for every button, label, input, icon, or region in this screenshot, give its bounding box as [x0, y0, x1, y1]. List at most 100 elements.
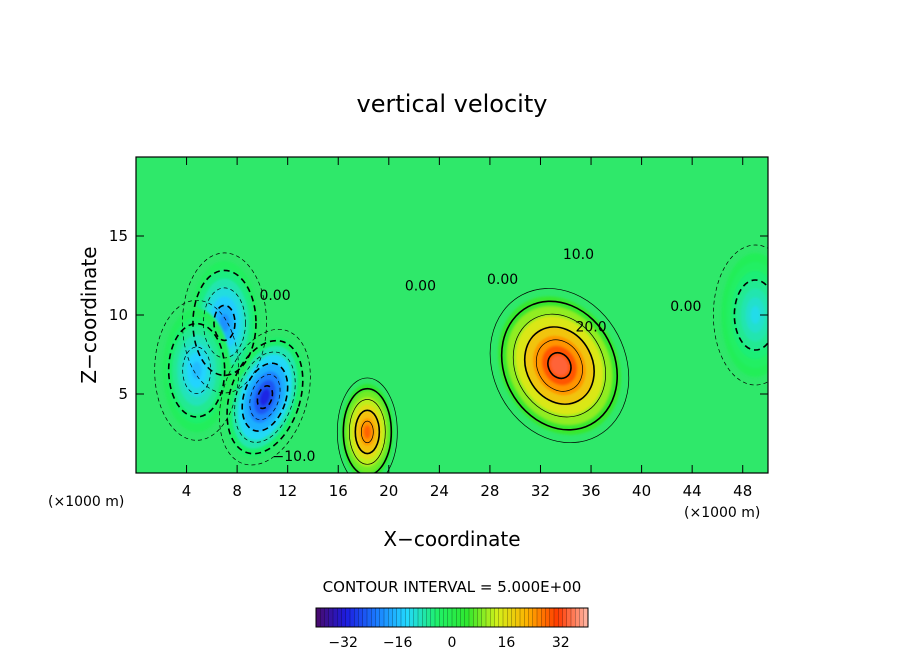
- colorbar-cell: [515, 608, 521, 627]
- colorbar-cell: [333, 608, 338, 627]
- contour-level: [354, 409, 381, 455]
- colorbar-tick-label: −32: [328, 635, 358, 651]
- x-tick-label: 28: [480, 482, 499, 500]
- x-tick-label: 12: [278, 482, 297, 500]
- updraft-blob: [341, 383, 394, 473]
- contour-level: [523, 326, 595, 405]
- colorbar-cell: [464, 608, 470, 627]
- colorbar-cell: [443, 608, 449, 627]
- contour-level: [213, 304, 236, 342]
- contour-level: [192, 269, 257, 377]
- x-tick-label: 20: [379, 482, 398, 500]
- contour-level: [226, 339, 304, 455]
- contour-level: [256, 385, 274, 410]
- colorbar-cell: [405, 608, 410, 627]
- colorbar-cell: [575, 608, 580, 627]
- colorbar-ticks: −32 −16 0 16 32: [328, 635, 569, 651]
- colorbar: −32 −16 0 16 32: [315, 607, 589, 651]
- x-unit-right: (×1000 m): [684, 505, 760, 521]
- x-axis-label: X−coordinate: [383, 527, 520, 551]
- contour-label: 20.0: [575, 320, 606, 336]
- x-tick-label: 16: [329, 482, 348, 500]
- contour-interval-note: CONTOUR INTERVAL = 5.000E+00: [323, 578, 582, 596]
- colorbar-cell: [456, 608, 461, 627]
- x-tick-label: 8: [232, 482, 242, 500]
- colorbar-cell: [418, 608, 423, 627]
- colorbar-cell: [571, 608, 576, 627]
- colorbar-cell: [409, 608, 415, 627]
- colorbar-cell: [324, 608, 330, 627]
- field-level: [550, 355, 569, 376]
- x-tick-label: 32: [531, 482, 550, 500]
- colorbar-cell: [426, 608, 432, 627]
- colorbar-cell: [566, 608, 572, 627]
- colorbar-cell: [452, 608, 457, 627]
- field-level: [750, 306, 761, 324]
- colorbar-cell: [379, 608, 385, 627]
- contour-label: 10.0: [563, 247, 594, 263]
- field-level: [259, 388, 271, 406]
- colorbar-cell: [447, 608, 453, 627]
- contour-level: [167, 322, 226, 418]
- colorbar-cell: [367, 608, 372, 627]
- contour-level: [360, 420, 374, 444]
- colorbar-cell: [422, 608, 427, 627]
- colorbar-cell: [350, 608, 355, 627]
- colorbar-cell: [532, 608, 538, 627]
- contour-level: [535, 339, 583, 392]
- colorbar-cell: [435, 608, 440, 627]
- contour-level: [348, 399, 386, 465]
- x-tick-label: 4: [182, 482, 192, 500]
- y-axis: 5 10 15: [109, 227, 768, 403]
- colorbar-cell: [524, 608, 529, 627]
- colorbar-cell: [545, 608, 551, 627]
- contour-level: [182, 346, 212, 394]
- contour-level: [342, 387, 393, 473]
- colorbar-cell: [494, 608, 500, 627]
- field-level: [191, 361, 202, 380]
- colorbar-cell: [549, 608, 555, 627]
- downdraft-blob: [721, 253, 768, 377]
- colorbar-cell: [537, 608, 542, 627]
- colorbar-cell: [316, 608, 321, 627]
- colorbar-cell: [473, 608, 478, 627]
- colorbar-tick-label: −16: [383, 635, 413, 651]
- y-axis-label: Z−coordinate: [77, 246, 101, 383]
- colorbar-cell: [358, 608, 364, 627]
- colorbar-cell: [511, 608, 517, 627]
- plot-area: 10.020.00.000.00 0.000.00−10.0 4 8 12 16 20 24…: [109, 156, 769, 500]
- colorbar-cell: [341, 608, 347, 627]
- colorbar-cell: [490, 608, 495, 627]
- contour-level: [219, 328, 311, 466]
- colorbar-cell: [481, 608, 487, 627]
- colorbar-cell: [528, 608, 534, 627]
- contour-level: [489, 288, 630, 444]
- contour-label: 0.00: [405, 279, 436, 295]
- x-tick-label: 44: [683, 482, 702, 500]
- contour-label: −10.0: [273, 449, 316, 465]
- colorbar-cells: [315, 608, 589, 627]
- colorbar-cell: [354, 608, 359, 627]
- contour-level: [234, 351, 296, 443]
- colorbar-cell: [503, 608, 508, 627]
- colorbar-cell: [384, 608, 389, 627]
- contour-level: [203, 287, 246, 359]
- contour-level: [733, 279, 768, 351]
- contour-level: [182, 252, 267, 394]
- x-tick-label: 36: [581, 482, 600, 500]
- colorbar-cell: [558, 608, 563, 627]
- colorbar-cell: [469, 608, 474, 627]
- chart-title: vertical velocity: [357, 90, 548, 118]
- colorbar-cell: [554, 608, 559, 627]
- colorbar-cell: [320, 608, 325, 627]
- contour-level: [249, 374, 281, 421]
- colorbar-cell: [583, 608, 589, 627]
- x-tick-label: 48: [733, 482, 752, 500]
- contour-level: [713, 244, 768, 386]
- colorbar-tick-label: 32: [552, 635, 570, 651]
- colorbar-cell: [328, 608, 334, 627]
- colorbar-cell: [520, 608, 525, 627]
- colorbar-cell: [486, 608, 491, 627]
- field-level: [219, 314, 230, 332]
- colorbar-cell: [362, 608, 368, 627]
